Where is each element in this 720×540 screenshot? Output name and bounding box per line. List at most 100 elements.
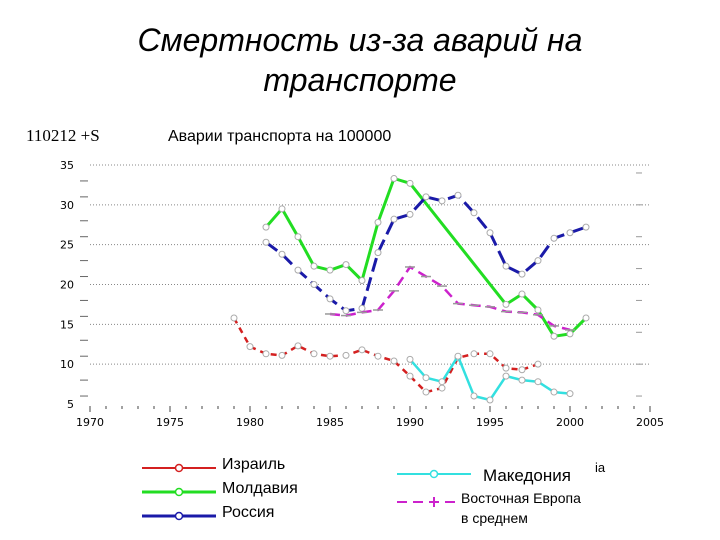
data-point-moldova: [550, 332, 558, 340]
data-point-israel: [326, 352, 334, 360]
data-point-russia: [390, 215, 398, 223]
data-point-israel: [358, 346, 366, 354]
data-point-russia: [582, 223, 590, 231]
data-point-russia: [470, 209, 478, 217]
data-point-moldova: [310, 262, 318, 270]
page-title-line1: Смертность из-за аварий на: [137, 22, 583, 58]
data-point-moldova: [342, 261, 350, 269]
data-point-russia: [262, 238, 270, 246]
chart-code-label: 110212 +S: [26, 126, 100, 145]
data-point-russia: [534, 257, 542, 265]
legend-swatch-russia: [142, 511, 216, 521]
data-point-russia: [518, 270, 526, 278]
data-point-russia: [374, 249, 382, 257]
data-point-moldova: [406, 179, 414, 187]
y-tick-label: 30: [60, 199, 74, 212]
data-point-moldova: [358, 277, 366, 285]
y-tick-label: 15: [60, 318, 74, 331]
data-point-moldova: [374, 218, 382, 226]
data-point-macedonia: [566, 390, 574, 398]
x-tick-label: 1975: [156, 416, 184, 429]
x-tick-label: 1980: [236, 416, 264, 429]
data-point-russia: [566, 229, 574, 237]
data-point-russia: [310, 281, 318, 288]
page-title-line2: транспорте: [263, 62, 457, 98]
data-point-russia: [358, 304, 366, 312]
legend-swatch-east-europe: [397, 497, 461, 507]
legend-label-russia: Россия: [222, 504, 275, 521]
data-point-macedonia: [438, 378, 446, 386]
data-point-israel: [406, 372, 414, 380]
data-point-moldova: [502, 300, 510, 308]
legend-label-macedonia: Македония: [483, 466, 571, 485]
data-point-macedonia: [518, 376, 526, 384]
data-point-israel: [422, 388, 430, 396]
data-point-moldova: [582, 314, 590, 322]
x-tick-label: 2005: [636, 416, 664, 429]
data-point-russia: [326, 295, 334, 303]
data-point-russia: [342, 307, 350, 315]
data-point-israel: [262, 350, 270, 358]
data-point-moldova: [518, 290, 526, 298]
data-point-israel: [310, 350, 318, 358]
data-point-moldova: [326, 266, 334, 274]
data-point-israel: [278, 351, 286, 359]
y-tick-label: 35: [60, 159, 74, 172]
page-title: Смертность из-за аварий на транспорте: [0, 20, 720, 100]
data-point-israel: [534, 360, 542, 368]
data-point-moldova: [566, 330, 574, 338]
y-tick-label: 10: [60, 358, 74, 371]
series-line-macedonia: [409, 354, 571, 402]
y-tick-label: 20: [60, 279, 74, 292]
data-point-russia: [422, 193, 430, 201]
data-point-russia: [454, 191, 462, 199]
data-point-israel: [470, 350, 478, 358]
data-point-israel: [230, 314, 238, 322]
data-point-macedonia: [454, 352, 462, 360]
data-point-israel: [502, 364, 510, 372]
data-point-israel: [390, 357, 398, 365]
data-point-israel: [294, 342, 302, 350]
series-line-east-europe: [329, 265, 571, 332]
data-point-russia: [486, 229, 494, 237]
x-tick-label: 1985: [316, 416, 344, 429]
y-tick-label: 25: [60, 239, 74, 252]
data-point-russia: [406, 210, 414, 218]
data-point-moldova: [278, 205, 286, 213]
legend-swatch-moldova: [142, 487, 216, 497]
data-point-israel: [246, 343, 254, 351]
data-point-israel: [342, 351, 350, 359]
legend-label-israel: Израиль: [222, 456, 286, 473]
data-point-russia: [278, 250, 286, 258]
data-point-israel: [518, 366, 526, 374]
data-point-macedonia: [486, 396, 494, 404]
line-chart: 5 10 15 20 25 30 35 1970 1975 1980 1985 1990 1995 200…: [60, 159, 664, 429]
data-point-israel: [374, 352, 382, 360]
legend-swatch-israel: [142, 463, 216, 473]
x-tick-label: 1990: [396, 416, 424, 429]
data-point-macedonia: [502, 372, 510, 380]
data-point-macedonia: [406, 355, 414, 363]
data-point-russia: [438, 197, 446, 205]
legend-swatch-macedonia: [397, 469, 471, 479]
data-point-russia: [294, 266, 302, 274]
x-tick-label: 1995: [476, 416, 504, 429]
data-point-moldova: [262, 223, 270, 231]
data-point-macedonia: [422, 374, 430, 382]
data-point-moldova: [294, 233, 302, 241]
y-tick-label: 5: [67, 398, 74, 411]
x-tick-label: 1970: [76, 416, 104, 429]
data-point-macedonia: [550, 388, 558, 396]
data-point-macedonia: [534, 378, 542, 386]
legend-label-moldova: Молдавия: [222, 480, 298, 497]
data-point-moldova: [390, 175, 398, 183]
legend-label-east-europe-2: в среднем: [461, 510, 528, 526]
series-line-moldova: [264, 177, 588, 338]
data-point-russia: [502, 262, 510, 270]
series-line-russia: [265, 193, 587, 313]
x-tick-label: 2000: [556, 416, 584, 429]
data-point-israel: [438, 384, 446, 392]
chart-title: Аварии транспорта на 100000: [168, 128, 392, 145]
data-point-moldova: [534, 306, 542, 314]
data-point-russia: [550, 234, 558, 242]
